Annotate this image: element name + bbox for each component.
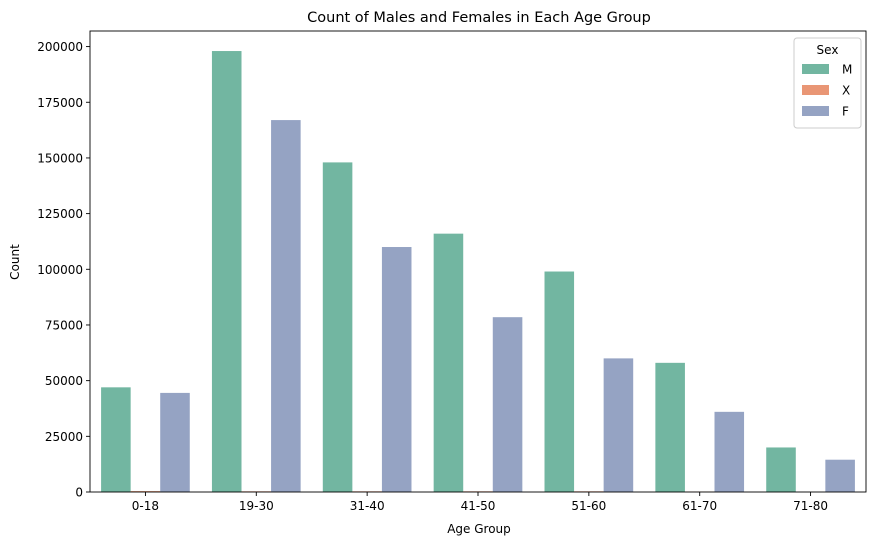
bar-f-41-50 xyxy=(493,317,523,492)
y-tick-label: 175000 xyxy=(37,96,83,110)
y-tick-label: 50000 xyxy=(45,374,83,388)
bar-f-71-80 xyxy=(825,460,855,492)
y-tick-label: 200000 xyxy=(37,40,83,54)
chart-title: Count of Males and Females in Each Age G… xyxy=(307,10,651,26)
legend-label-f: F xyxy=(842,105,849,119)
legend-swatch-f xyxy=(802,106,829,116)
bar-m-19-30 xyxy=(212,51,242,492)
legend-title: Sex xyxy=(817,43,839,57)
legend-swatch-m xyxy=(802,64,829,74)
y-tick-label: 75000 xyxy=(45,318,83,332)
y-tick-label: 0 xyxy=(75,486,83,500)
y-tick-label: 100000 xyxy=(37,263,83,277)
y-axis-label: Count xyxy=(8,244,22,280)
x-tick-label: 61-70 xyxy=(682,499,717,513)
bar-f-19-30 xyxy=(271,120,301,492)
bar-f-0-18 xyxy=(160,393,190,492)
x-tick-label: 0-18 xyxy=(132,499,159,513)
bar-f-61-70 xyxy=(715,412,745,492)
y-tick-label: 125000 xyxy=(37,207,83,221)
bar-m-61-70 xyxy=(655,363,685,492)
bar-m-31-40 xyxy=(323,162,353,492)
legend-label-m: M xyxy=(842,63,852,77)
legend-label-x: X xyxy=(842,84,850,98)
x-axis-label: Age Group xyxy=(447,522,511,536)
bar-m-71-80 xyxy=(766,447,796,492)
y-tick-label: 25000 xyxy=(45,430,83,444)
bar-m-51-60 xyxy=(545,272,575,492)
x-tick-label: 41-50 xyxy=(461,499,496,513)
bars-layer xyxy=(101,51,855,492)
bar-m-0-18 xyxy=(101,387,131,492)
plot-frame xyxy=(90,31,866,492)
bar-f-31-40 xyxy=(382,247,412,492)
bar-f-51-60 xyxy=(604,358,634,492)
y-tick-label: 150000 xyxy=(37,151,83,165)
x-tick-label: 71-80 xyxy=(793,499,828,513)
x-tick-label: 19-30 xyxy=(239,499,274,513)
bar-m-41-50 xyxy=(434,234,464,492)
legend-swatch-x xyxy=(802,85,829,95)
x-tick-label: 31-40 xyxy=(350,499,385,513)
x-tick-label: 51-60 xyxy=(571,499,606,513)
